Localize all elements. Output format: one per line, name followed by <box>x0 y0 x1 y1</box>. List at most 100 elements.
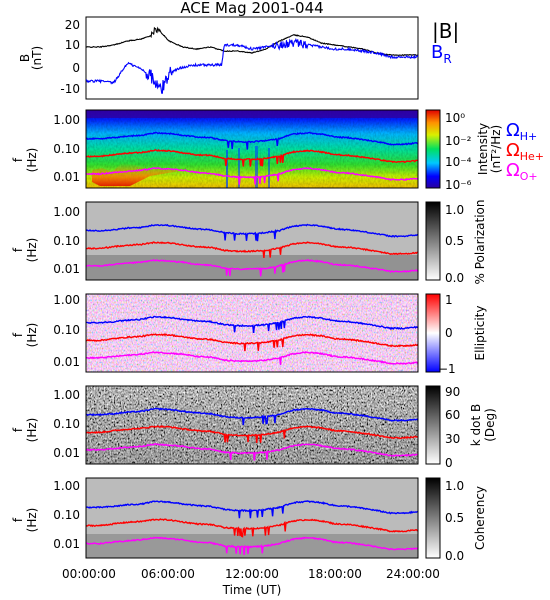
kdotb-ytick-01: 0.10 <box>53 417 80 431</box>
legend-omega-h-sub: H+ <box>520 130 538 143</box>
intensity-colorbar: 10⁰ 10⁻² 10⁻⁴ 10⁻⁶ Intensity (nT²/Hz) <box>425 109 503 192</box>
intensity-cbar-tick-2: 10⁻² <box>445 134 472 148</box>
polarization-cbar-label: % Polarization <box>473 200 487 285</box>
gyro-line-o-panel-1 <box>85 167 419 185</box>
kdotb-cbar-label-1: k dot B <box>469 404 483 446</box>
b-ylabel-line1: B <box>18 54 32 62</box>
legend-omega-he-main: Ω <box>506 140 520 161</box>
x-tick-12: 12:00:00 <box>225 567 279 581</box>
polarization-colorbar: 1.0 0.5 0.0 % Polarization <box>425 200 487 285</box>
b-ytick-neg10: -10 <box>60 82 80 96</box>
ellipticity-colorbar: 1 0 −1 Ellipticity <box>425 293 487 376</box>
ellipticity-ylabel-line2: (Hz) <box>25 323 39 348</box>
gyro-line-he-panel-2 <box>86 241 419 258</box>
polarization-yticks: 1.00 0.10 0.01 <box>53 205 80 276</box>
b-ytick-0: 0 <box>72 61 80 75</box>
intensity-yticks: 1.00 0.10 0.01 <box>53 113 80 184</box>
intensity-cbar-tick-0: 10⁰ <box>445 111 465 125</box>
gyro-line-o-panel-5 <box>85 536 419 555</box>
coherency-cbar-label-1: Coherency <box>473 486 487 550</box>
legend-b-r-sub: R <box>443 52 451 66</box>
kdotb-ylabel: f (Hz) <box>11 418 39 443</box>
b-field-panel: 20 10 0 -10 B (nT) |B| BR <box>18 16 459 100</box>
intensity-ytick-1: 1.00 <box>53 113 80 127</box>
gyro-line-he-panel-4 <box>85 425 419 443</box>
coherency-yticks: 1.00 0.10 0.01 <box>53 479 80 551</box>
polarization-cbar-tick-05: 0.5 <box>445 234 464 248</box>
b-ytick-20: 20 <box>65 18 80 32</box>
gyro-line-o-panel-2 <box>85 258 419 277</box>
polarization-ytick-01: 0.10 <box>53 234 80 248</box>
gyro-legend: ΩH+ ΩHe+ ΩO+ <box>506 120 544 183</box>
kdotb-ylabel-line1: f <box>11 427 25 432</box>
b-r-line <box>86 37 419 94</box>
polarization-ytick-1: 1.00 <box>53 205 80 219</box>
coherency-ytick-1: 1.00 <box>53 479 80 493</box>
intensity-ytick-01: 0.10 <box>53 142 80 156</box>
legend-b-r: BR <box>431 42 452 66</box>
kdotb-ytick-1: 1.00 <box>53 388 80 402</box>
coherency-cbar-label: Coherency <box>473 486 487 550</box>
b-ylabel-line2: (nT) <box>30 46 44 70</box>
intensity-cbar-label-2: (nT²/Hz) <box>489 125 503 173</box>
gyro-line-h-panel-3 <box>86 315 419 333</box>
legend-omega-h: ΩH+ <box>506 120 537 143</box>
x-tick-24: 24:00:00 <box>386 567 440 581</box>
coherency-cbar-tick-0: 0.0 <box>445 549 464 563</box>
kdotb-colorbar: 90 60 30 0 k dot B (Deg) <box>425 385 497 470</box>
intensity-ylabel-line2: (Hz) <box>25 148 39 173</box>
x-tick-18: 18:00:00 <box>308 567 362 581</box>
coherency-cbar-tick-1: 1.0 <box>445 479 464 493</box>
legend-omega-he: ΩHe+ <box>506 140 544 163</box>
legend-omega-o-main: Ω <box>506 160 520 181</box>
gyro-line-h-panel-4 <box>85 407 419 426</box>
polarization-ylabel: f (Hz) <box>11 238 39 263</box>
figure-title: ACE Mag 2001-044 <box>180 0 323 17</box>
legend-omega-he-sub: He+ <box>520 150 544 163</box>
b-magnitude-line <box>85 26 419 57</box>
kdotb-ylabel-line2: (Hz) <box>25 418 39 443</box>
legend-omega-o-sub: O+ <box>520 170 538 183</box>
gyro-line-he-panel-5 <box>85 518 419 538</box>
ellipticity-ytick-01: 0.10 <box>53 323 80 337</box>
b-panel-frame <box>85 16 419 100</box>
gyro-line-o-panel-3 <box>85 351 418 365</box>
x-tick-6: 06:00:00 <box>141 567 195 581</box>
polarization-cbar-tick-1: 1.0 <box>445 203 464 217</box>
intensity-cbar-label: Intensity (nT²/Hz) <box>476 123 503 175</box>
x-tick-labels: 00:00:00 06:00:00 12:00:00 18:00:00 24:0… <box>62 567 440 581</box>
ellipticity-ytick-1: 1.00 <box>53 293 80 307</box>
polarization-ylabel-line1: f <box>11 247 25 252</box>
gyro-line-he-panel-3 <box>86 333 419 352</box>
legend-b-total: |B| <box>432 19 459 43</box>
intensity-ylabel: f (Hz) <box>11 148 39 173</box>
gyrofrequency-lines <box>85 131 419 555</box>
kdotb-cbar-label-2: (Deg) <box>483 408 497 442</box>
gyro-line-o-panel-4 <box>85 442 419 461</box>
ellipticity-cbar-tick-pos1: 1 <box>445 293 453 307</box>
coherency-ylabel-line2: (Hz) <box>25 508 39 533</box>
coherency-ylabel: f (Hz) <box>11 508 39 533</box>
b-ytick-labels: 20 10 0 -10 <box>60 18 80 96</box>
gyro-line-h-panel-5 <box>85 500 419 519</box>
kdotb-cbar-tick-0: 0 <box>445 456 453 470</box>
ellipticity-cbar-tick-0: 0 <box>445 326 453 340</box>
coherency-ytick-001: 0.01 <box>53 537 80 551</box>
coherency-colorbar: 1.0 0.5 0.0 Coherency <box>425 477 487 563</box>
spectrogram-frames <box>85 109 419 559</box>
kdotb-cbar-tick-60: 60 <box>445 408 460 422</box>
legend-b-r-main: B <box>431 42 443 63</box>
intensity-cbar-label-1: Intensity <box>476 123 490 175</box>
coherency-ylabel-line1: f <box>11 517 25 522</box>
kdotb-cbar-tick-30: 30 <box>445 432 460 446</box>
intensity-cbar-tick-4: 10⁻⁴ <box>445 155 472 169</box>
ellipticity-ylabel: f (Hz) <box>11 323 39 348</box>
ellipticity-ytick-001: 0.01 <box>53 355 80 369</box>
gyro-line-h-panel-1 <box>85 131 419 150</box>
legend-omega-o: ΩO+ <box>506 160 538 183</box>
kdotb-ytick-001: 0.01 <box>53 446 80 460</box>
intensity-ylabel-line1: f <box>11 157 25 162</box>
gyro-line-h-panel-2 <box>85 223 419 242</box>
ellipticity-cbar-label: Ellipticity <box>473 306 487 361</box>
